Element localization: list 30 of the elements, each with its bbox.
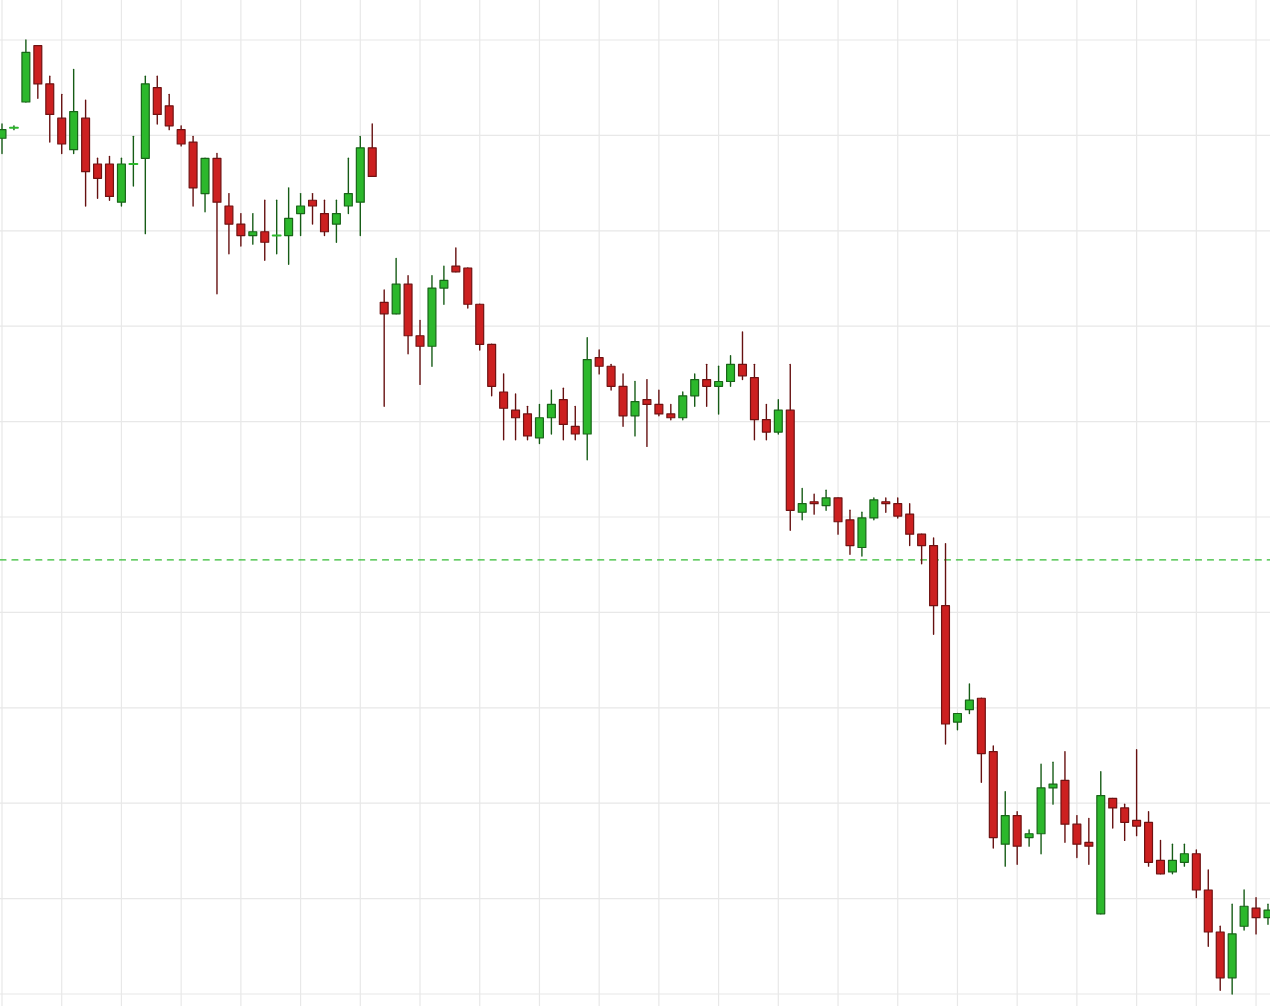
candlestick <box>499 373 509 441</box>
candlestick <box>57 93 67 155</box>
candlestick <box>1012 811 1022 865</box>
candlestick <box>260 199 270 262</box>
candlestick <box>558 387 568 441</box>
candlestick <box>367 123 377 178</box>
candlestick <box>212 152 222 295</box>
candlestick <box>964 683 974 715</box>
candlestick <box>630 380 640 437</box>
candlestick <box>702 363 712 408</box>
candlestick <box>248 212 258 245</box>
candlestick <box>570 405 580 441</box>
candlestick <box>319 199 330 237</box>
candlestick <box>809 493 819 515</box>
candlestick <box>296 192 306 237</box>
candlestick <box>737 331 748 381</box>
candlestick <box>331 199 341 243</box>
candlestick <box>1000 791 1010 867</box>
candlestick <box>69 68 79 155</box>
candlestick <box>391 257 401 315</box>
candlestick <box>821 489 831 512</box>
candlestick <box>1227 903 1237 995</box>
candlestick <box>797 487 807 521</box>
candlestick <box>200 157 210 213</box>
candlestick <box>379 289 389 408</box>
candlestick <box>9 125 19 131</box>
candlestick <box>1251 896 1261 935</box>
candlestick <box>1239 889 1249 931</box>
candlestick <box>307 192 318 225</box>
candlestick <box>773 398 783 435</box>
